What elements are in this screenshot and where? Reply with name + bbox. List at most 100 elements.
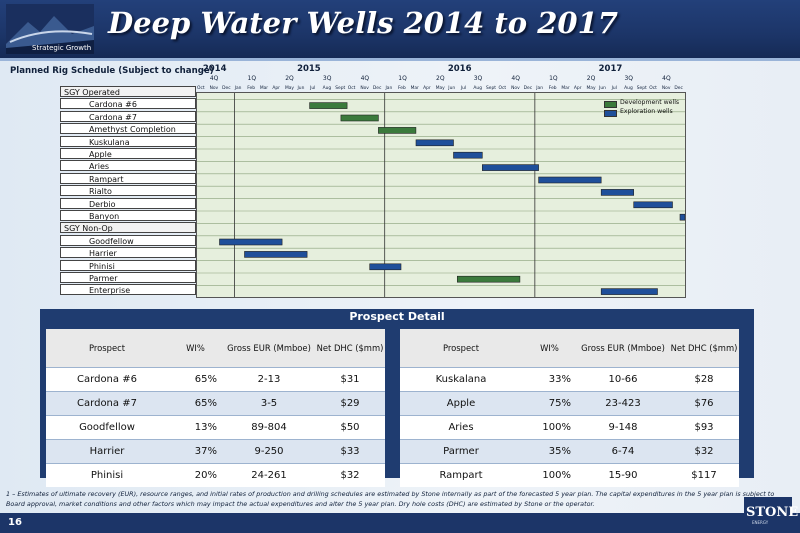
page-title: Deep Water Wells 2014 to 2017 xyxy=(108,6,618,40)
cell-net-dhc: $93 xyxy=(669,415,739,440)
gantt-chart xyxy=(197,93,685,297)
quarter-label: 1Q xyxy=(398,75,407,82)
gantt-row-label: Cardona #7 xyxy=(60,110,196,122)
table-row: Parmer 35% 6-74 $32 xyxy=(400,439,739,464)
gantt-bar-goodfellow xyxy=(219,238,283,246)
month-label: Dec xyxy=(372,86,382,91)
month-label: May xyxy=(284,86,295,91)
col-header-net-dhc: Net DHC ($mm) xyxy=(669,329,739,368)
cell-net-dhc: $32 xyxy=(315,463,385,487)
cell-prospect: Phinisi xyxy=(46,463,168,487)
gantt-row-label: Cardona #6 xyxy=(60,98,196,110)
month-label: Feb xyxy=(398,86,406,91)
quarter-label: 3Q xyxy=(322,75,332,82)
gantt-bar-banyon xyxy=(679,213,685,221)
table-row: Rampart 100% 15-90 $117 xyxy=(400,463,739,487)
month-label: Feb xyxy=(548,86,557,91)
cell-prospect: Harrier xyxy=(46,439,168,464)
footnote: 1 – Estimates of ultimate recovery (EUR)… xyxy=(6,490,775,508)
month-label: Apr xyxy=(423,86,431,91)
table-row: Kuskalana 33% 10-66 $28 xyxy=(400,367,739,392)
col-header-gross-eur: Gross EUR (Mmboe) xyxy=(223,329,315,368)
cell-prospect: Aries xyxy=(400,415,522,440)
cell-gross-eur: 15-90 xyxy=(577,463,669,487)
gantt-group-label: SGY Operated xyxy=(60,86,196,97)
gantt-row-label: Enterprise xyxy=(60,284,196,296)
cell-prospect: Cardona #6 xyxy=(46,367,168,392)
gantt-bar-rampart xyxy=(538,176,602,184)
gantt-bar-enterprise xyxy=(600,288,658,295)
logo-tagline: Strategic Growth xyxy=(32,44,92,52)
company-logo-icon xyxy=(6,4,94,54)
quarter-label: 2Q xyxy=(586,75,596,82)
legend-dev-swatch xyxy=(604,101,617,108)
col-header-wi: WI% xyxy=(522,329,577,368)
table-row: Cardona #6 65% 2-13 $31 xyxy=(46,367,385,392)
year-label: 2016 xyxy=(447,64,472,74)
cell-net-dhc: $117 xyxy=(669,463,739,487)
month-label: Jun xyxy=(448,86,456,91)
legend-exp-swatch xyxy=(604,110,617,117)
cell-wi: 37% xyxy=(168,439,223,464)
table-row: Aries 100% 9-148 $93 xyxy=(400,415,739,440)
month-label: Sept xyxy=(485,86,496,91)
month-label: Jan xyxy=(536,86,543,91)
cell-gross-eur: 23-423 xyxy=(577,391,669,416)
month-label: Jul xyxy=(611,86,617,91)
gantt-row-label: Parmer xyxy=(60,272,196,283)
month-label: Jun xyxy=(297,86,305,91)
cell-net-dhc: $76 xyxy=(669,391,739,416)
table-header-row: Prospect WI% Gross EUR (Mmboe) Net DHC (… xyxy=(46,329,385,368)
cell-prospect: Goodfellow xyxy=(46,415,168,440)
quarter-label: 3Q xyxy=(473,75,483,82)
gantt-row-label: Apple xyxy=(60,148,196,159)
cell-gross-eur: 9-148 xyxy=(577,415,669,440)
cell-net-dhc: $32 xyxy=(669,439,739,464)
cell-prospect: Rampart xyxy=(400,463,522,487)
col-header-wi: WI% xyxy=(168,329,223,368)
cell-gross-eur: 6-74 xyxy=(577,439,669,464)
prospect-table-right: Prospect WI% Gross EUR (Mmboe) Net DHC (… xyxy=(400,329,739,487)
month-label: Aug xyxy=(322,86,332,91)
table-row: Harrier 37% 9-250 $33 xyxy=(46,439,385,464)
legend-dev-label: Development wells xyxy=(620,99,680,106)
gantt-row-label: Rialto xyxy=(60,185,196,197)
gantt-grid xyxy=(196,92,686,298)
table-row: Apple 75% 23-423 $76 xyxy=(400,391,739,416)
quarter-label: 4Q xyxy=(360,75,370,82)
month-label: Oct xyxy=(197,86,205,91)
gantt-bar-rialto xyxy=(600,189,635,196)
quarter-label: 4Q xyxy=(511,75,520,82)
year-label: 2014 xyxy=(202,64,227,74)
quarter-label: 2Q xyxy=(285,75,294,82)
cell-wi: 20% xyxy=(168,463,223,487)
gantt-group-label: SGY Non-Op xyxy=(60,222,196,234)
col-header-net-dhc: Net DHC ($mm) xyxy=(315,329,385,368)
month-label: Sept xyxy=(636,86,647,91)
month-label: Sept xyxy=(335,86,346,91)
gantt-row-label: Aries xyxy=(60,160,196,172)
brand-logo-box xyxy=(744,497,792,531)
gantt-bar-amethyst-completion xyxy=(378,127,417,134)
quarter-label: 2Q xyxy=(436,75,445,82)
gantt-row-label: Banyon xyxy=(60,210,196,221)
brand-logo: STONE xyxy=(746,505,799,520)
month-label: Nov xyxy=(511,86,520,91)
col-header-prospect: Prospect xyxy=(400,329,522,368)
year-label: 2015 xyxy=(297,64,321,74)
cell-wi: 35% xyxy=(522,439,577,464)
quarter-label: 4Q xyxy=(209,75,219,82)
month-label: May xyxy=(586,86,596,91)
cell-net-dhc: $28 xyxy=(669,367,739,392)
cell-wi: 33% xyxy=(522,367,577,392)
legend-exp-label: Exploration wells xyxy=(620,108,673,115)
gantt-bar-cardona-7 xyxy=(340,114,379,122)
month-label: Jul xyxy=(460,86,467,91)
cell-net-dhc: $33 xyxy=(315,439,385,464)
gantt-row-label: Phinisi xyxy=(60,259,196,271)
month-label: Mar xyxy=(410,86,419,91)
month-label: Jul xyxy=(310,86,316,91)
cell-net-dhc: $50 xyxy=(315,415,385,440)
month-label: Mar xyxy=(259,86,269,91)
cell-net-dhc: $31 xyxy=(315,367,385,392)
